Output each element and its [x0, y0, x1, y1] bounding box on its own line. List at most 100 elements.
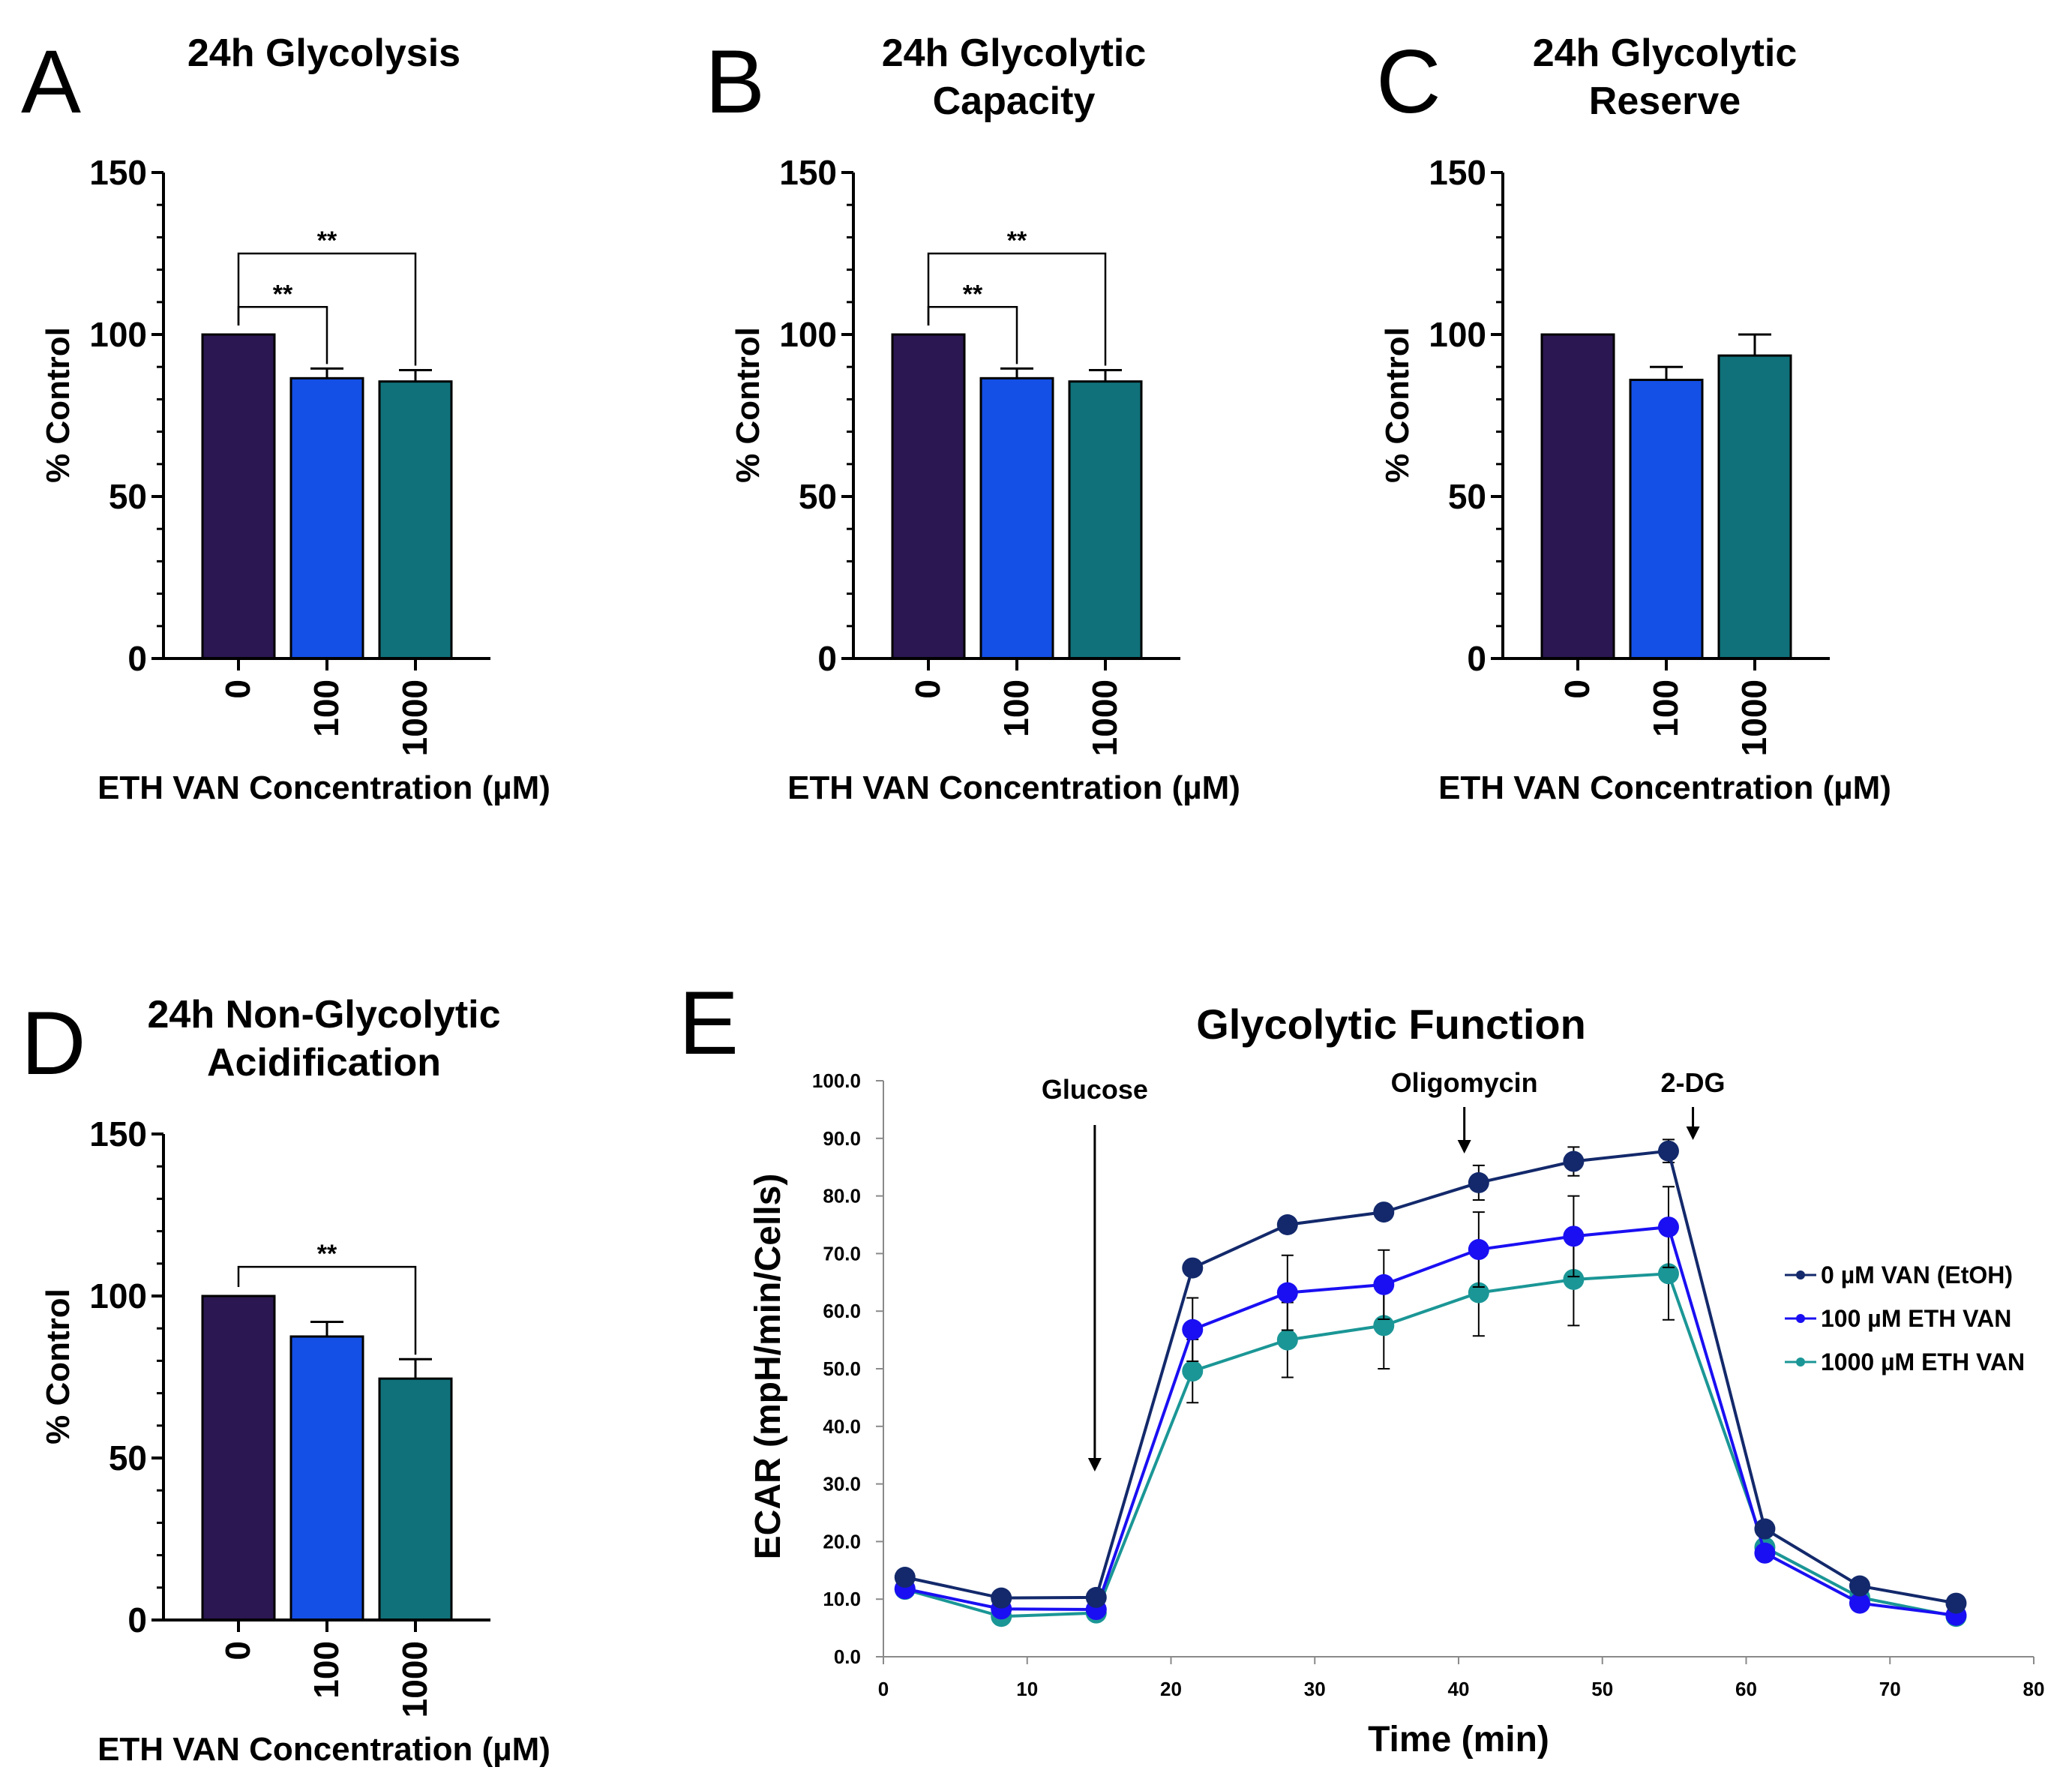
data-point	[1563, 1150, 1585, 1172]
panel-a-error-bars	[310, 367, 432, 382]
panel-b-error-bars	[1000, 367, 1122, 382]
panel-c-x-ticks: 0 100 1000	[1558, 658, 1774, 756]
y-tick-label: 100	[779, 315, 837, 354]
data-point	[1468, 1172, 1489, 1193]
category-label: 0	[1558, 680, 1597, 699]
y-tick-label: 50	[109, 1438, 147, 1478]
category-label: 100	[307, 1641, 346, 1699]
bar	[289, 1335, 364, 1622]
panel-d-title-line-2: Acidification	[207, 1041, 441, 1084]
series-line	[904, 1272, 1957, 1618]
y-tick-label: 50	[799, 477, 837, 516]
category-label: 1000	[1085, 680, 1124, 756]
bar	[891, 333, 966, 660]
legend-marker	[1796, 1358, 1805, 1366]
panel-b-y-ticks: 0 50 100 150	[779, 153, 853, 678]
panel-a-title: 24h Glycolysis	[187, 32, 460, 75]
panel-d-title: 24h Non-Glycolytic Acidification	[148, 993, 501, 1084]
data-point	[1849, 1592, 1870, 1614]
data-point	[1182, 1257, 1204, 1279]
data-point	[1849, 1575, 1870, 1597]
y-tick-label: 40.0	[823, 1415, 861, 1438]
x-tick-label: 30	[1304, 1678, 1326, 1700]
panel-c: C 24h Glycolytic Reserve 0 50 100 150 0 100 1…	[1376, 32, 1891, 806]
y-tick-label: 50	[1448, 477, 1486, 516]
bar	[289, 376, 364, 660]
y-tick-label: 0.0	[834, 1646, 861, 1668]
y-tick-label: 90.0	[823, 1127, 861, 1150]
bar	[201, 333, 276, 660]
panel-d: D 24h Non-Glycolytic Acidification ** 0 5…	[21, 993, 550, 1768]
panel-e-letter: E	[679, 973, 739, 1073]
significance-label: **	[273, 280, 293, 308]
annotation-label: Oligomycin	[1391, 1067, 1538, 1098]
panel-b-x-ticks: 0 100 1000	[908, 658, 1124, 756]
panel-d-title-line-1: 24h Non-Glycolytic	[148, 993, 501, 1036]
panel-d-error-bars	[310, 1321, 432, 1379]
x-tick-label: 40	[1448, 1678, 1470, 1700]
bar	[378, 380, 453, 660]
panel-e-x-label: Time (min)	[1368, 1720, 1549, 1760]
annotation-label: Glucose	[1042, 1074, 1148, 1105]
panel-b-title-line-1: 24h Glycolytic	[882, 32, 1147, 75]
bar	[1717, 354, 1792, 660]
panel-b: B 24h Glycolytic Capacity ** ** 0 50 100 150…	[705, 32, 1240, 806]
data-point	[1276, 1329, 1298, 1351]
y-tick-label: 60.0	[823, 1300, 861, 1322]
y-tick-label: 10.0	[823, 1588, 861, 1610]
x-tick-label: 10	[1016, 1678, 1038, 1700]
significance-label: **	[317, 1240, 337, 1268]
y-tick-label: 20.0	[823, 1530, 861, 1552]
x-tick-label: 0	[878, 1678, 889, 1700]
data-point	[1754, 1542, 1776, 1564]
x-tick-label: 50	[1591, 1678, 1613, 1700]
panel-b-title: 24h Glycolytic Capacity	[882, 32, 1147, 123]
panel-e-series	[894, 1138, 1967, 1628]
y-tick-label: 150	[1429, 153, 1486, 192]
bar	[1629, 378, 1704, 660]
series	[894, 1138, 1967, 1614]
series-line	[904, 1149, 1957, 1605]
panel-e-legend: 0 µM VAN (EtOH) 100 µM ETH VAN 1000 µM ETH…	[1785, 1262, 2025, 1376]
data-point	[1468, 1239, 1489, 1261]
y-tick-label: 50	[109, 477, 147, 516]
series	[894, 1186, 1967, 1626]
data-point	[1563, 1268, 1585, 1290]
annotation-arrow-head	[1686, 1126, 1700, 1140]
category-label: 0	[908, 680, 947, 699]
panel-a-x-ticks: 0 100 1000	[218, 658, 434, 756]
data-point	[894, 1567, 916, 1588]
y-tick-label: 0	[817, 639, 837, 678]
bar	[378, 1377, 453, 1622]
panel-c-title-line-2: Reserve	[1589, 80, 1741, 123]
panel-c-letter: C	[1376, 32, 1441, 132]
significance-bracket	[927, 252, 1107, 366]
data-point	[1945, 1592, 1967, 1614]
panel-c-error-bars	[1650, 333, 1771, 380]
panel-a-bars	[201, 333, 453, 660]
data-point	[1373, 1202, 1395, 1223]
data-point	[1657, 1140, 1679, 1162]
panel-d-significance: **	[237, 1240, 417, 1355]
panel-a-x-label: ETH VAN Concentration (µM)	[97, 770, 550, 806]
data-point	[1657, 1216, 1679, 1238]
category-label: 1000	[395, 680, 434, 756]
category-label: 1000	[395, 1641, 434, 1718]
data-point	[1276, 1214, 1298, 1235]
x-tick-label: 70	[1879, 1678, 1901, 1700]
category-label: 100	[997, 680, 1036, 737]
bar	[201, 1294, 276, 1622]
significance-bracket	[237, 252, 417, 366]
panel-d-y-label: % Control	[40, 1288, 76, 1444]
significance-label: **	[1007, 226, 1027, 255]
series	[894, 1226, 1967, 1628]
data-point	[1182, 1360, 1204, 1382]
panel-c-title-line-1: 24h Glycolytic	[1533, 32, 1798, 75]
bar	[1068, 380, 1143, 660]
y-tick-label: 100.0	[812, 1070, 861, 1092]
significance-bracket	[237, 1265, 417, 1355]
bar	[979, 376, 1054, 660]
y-tick-label: 100	[1429, 315, 1486, 354]
panel-a-y-ticks: 0 50 100 150	[89, 153, 163, 678]
